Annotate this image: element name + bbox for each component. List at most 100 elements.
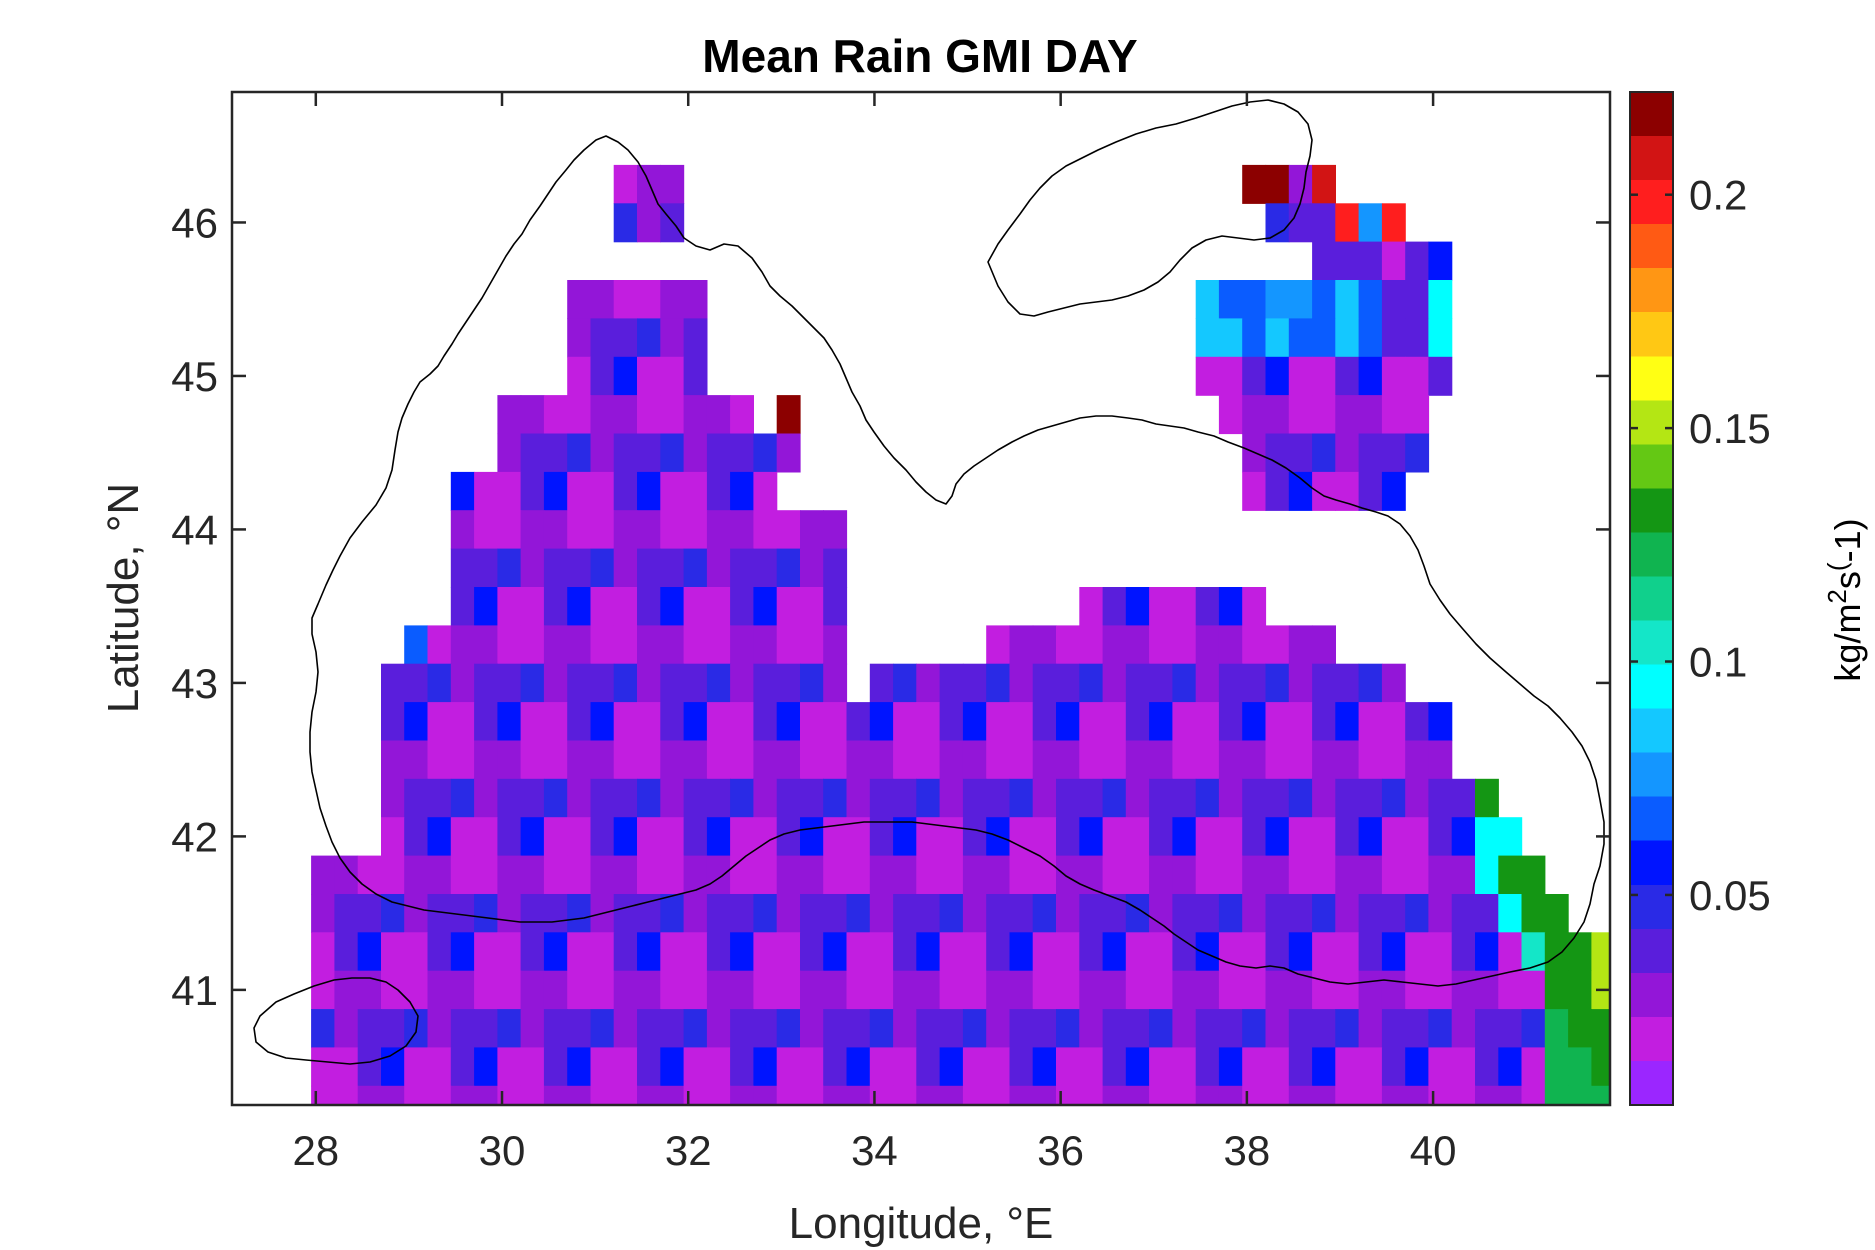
heatmap-cell	[543, 702, 568, 742]
heatmap-cell	[1079, 894, 1104, 933]
heatmap-cell	[567, 471, 592, 511]
heatmap-cell	[1265, 740, 1290, 780]
heatmap-cell	[1288, 663, 1313, 703]
heatmap-cell	[1195, 1085, 1220, 1106]
heatmap-cell	[776, 625, 801, 665]
heatmap-cell	[474, 932, 498, 972]
heatmap-cell	[427, 740, 452, 780]
heatmap-cell	[590, 433, 615, 473]
heatmap-cell	[1125, 932, 1150, 972]
heatmap-cell	[776, 1047, 801, 1087]
heatmap-cell	[893, 740, 917, 780]
heatmap-cell	[893, 663, 917, 703]
heatmap-cell	[381, 817, 405, 857]
heatmap-cell	[497, 548, 522, 588]
heatmap-cell	[1312, 740, 1336, 780]
heatmap-cell	[1475, 932, 1499, 972]
heatmap-cell	[869, 663, 894, 703]
heatmap-cell	[450, 778, 475, 818]
x-tick-label: 40	[1410, 1127, 1457, 1174]
heatmap-cell	[613, 702, 638, 742]
heatmap-cell	[1428, 702, 1453, 742]
heatmap-cell	[474, 663, 498, 703]
heatmap-cell	[683, 395, 708, 435]
heatmap-cell	[543, 395, 568, 435]
heatmap-cell	[1172, 855, 1197, 895]
heatmap-cell	[450, 894, 475, 933]
heatmap-cell	[427, 932, 452, 972]
heatmap-cell	[567, 894, 592, 933]
heatmap-cell	[427, 1009, 452, 1049]
heatmap-cell	[1265, 471, 1290, 511]
heatmap-cell	[1056, 740, 1080, 780]
heatmap-cell	[1288, 970, 1313, 1010]
heatmap-cell	[520, 663, 545, 703]
heatmap-cell	[613, 164, 638, 204]
heatmap-cell	[1242, 855, 1267, 895]
heatmap-cell	[1568, 970, 1592, 1010]
heatmap-cell	[660, 548, 685, 588]
heatmap-cell	[1381, 1009, 1406, 1049]
heatmap-cell	[1428, 1009, 1453, 1049]
heatmap-cell	[1381, 433, 1406, 473]
heatmap-cell	[357, 970, 382, 1010]
heatmap-cell	[1288, 471, 1313, 511]
heatmap-cell	[683, 894, 708, 933]
heatmap-cell	[1451, 1085, 1476, 1106]
heatmap-cell	[706, 625, 731, 665]
heatmap-cell	[381, 1085, 405, 1106]
heatmap-cell	[334, 894, 359, 933]
heatmap-cell	[1358, 356, 1383, 396]
heatmap-cell	[1265, 318, 1290, 358]
heatmap-cell	[1405, 932, 1430, 972]
heatmap-cell	[637, 663, 661, 703]
heatmap-cell	[1218, 587, 1243, 626]
heatmap-cell	[1335, 280, 1360, 319]
heatmap-cell	[1102, 932, 1127, 972]
heatmap-cell	[497, 395, 522, 435]
heatmap-cell	[1381, 740, 1406, 780]
heatmap-cell	[1032, 740, 1057, 780]
heatmap-cell	[1358, 203, 1383, 243]
heatmap-cell	[520, 1047, 545, 1087]
heatmap-cell	[543, 817, 568, 857]
heatmap-cell	[613, 587, 638, 626]
heatmap-cell	[450, 855, 475, 895]
heatmap-cell	[1218, 702, 1243, 742]
heatmap-cell	[1032, 1009, 1057, 1049]
heatmap-cell	[590, 663, 615, 703]
heatmap-cell	[474, 740, 498, 780]
heatmap-cell	[1149, 894, 1173, 933]
heatmap-cell	[1056, 702, 1080, 742]
heatmap-cell	[683, 970, 708, 1010]
heatmap-cell	[613, 280, 638, 319]
heatmap-cell	[916, 1085, 941, 1106]
y-tick-label: 44	[171, 506, 218, 553]
heatmap-cell	[404, 778, 429, 818]
heatmap-cell	[1288, 855, 1313, 895]
heatmap-cell	[1288, 280, 1313, 319]
heatmap-cell	[427, 1085, 452, 1106]
heatmap-cell	[1009, 894, 1034, 933]
y-tick-label: 41	[171, 967, 218, 1014]
heatmap-cell	[1056, 970, 1080, 1010]
heatmap-cell	[567, 1085, 592, 1106]
heatmap-cell	[1475, 894, 1499, 933]
heatmap-cell	[613, 395, 638, 435]
colorbar-label-sup2: (	[1822, 562, 1852, 571]
heatmap-cell	[660, 663, 685, 703]
heatmap-cell	[823, 663, 848, 703]
heatmap-cell	[1475, 1047, 1499, 1087]
heatmap-cell	[543, 1009, 568, 1049]
heatmap-cell	[1475, 970, 1499, 1010]
heatmap-cell	[520, 932, 545, 972]
heatmap-cell	[1149, 970, 1173, 1010]
heatmap-cell	[1288, 702, 1313, 742]
heatmap-cell	[567, 702, 592, 742]
heatmap-cell	[543, 740, 568, 780]
heatmap-cell	[357, 894, 382, 933]
heatmap-cell	[1475, 778, 1499, 818]
heatmap-cell	[1149, 1009, 1173, 1049]
heatmap-cell	[404, 855, 429, 895]
heatmap-cell	[613, 894, 638, 933]
